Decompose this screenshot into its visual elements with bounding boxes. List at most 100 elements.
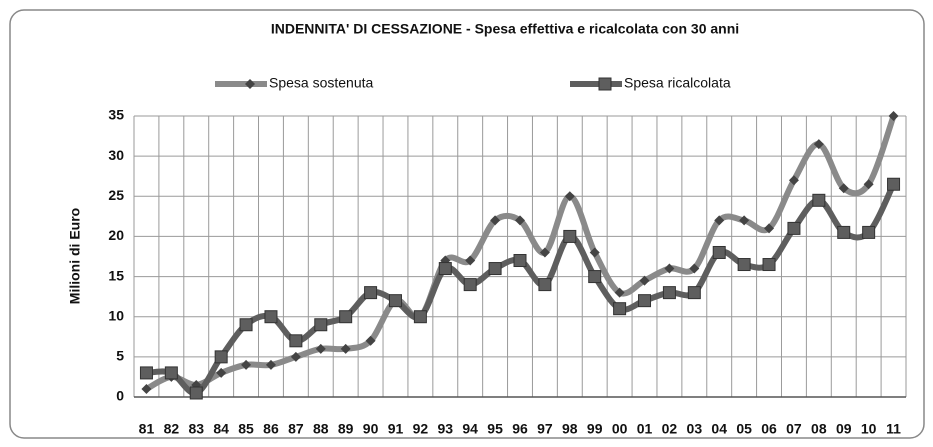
data-point [764, 223, 775, 234]
data-point [164, 366, 178, 380]
x-tick-label: 00 [612, 421, 628, 437]
data-point [564, 191, 575, 202]
data-point [290, 351, 301, 362]
x-tick-label: 04 [711, 421, 727, 437]
x-tick-label: 85 [238, 421, 254, 437]
x-tick-label: 11 [886, 421, 901, 437]
x-tick-label: 91 [388, 421, 404, 437]
y-tick-label: 15 [108, 267, 124, 283]
x-tick-label: 87 [288, 421, 304, 437]
data-point [588, 270, 602, 284]
x-tick-label: 99 [587, 421, 603, 437]
data-point [388, 294, 402, 308]
data-point [664, 263, 675, 274]
data-point [189, 386, 203, 400]
data-point [490, 215, 501, 226]
x-tick-label: 08 [811, 421, 827, 437]
x-tick-label: 93 [438, 421, 454, 437]
x-tick-label: 83 [188, 421, 204, 437]
data-point [364, 286, 378, 300]
data-point [339, 310, 353, 324]
data-point [662, 286, 676, 300]
data-point [888, 111, 899, 121]
data-point [689, 263, 700, 274]
x-tick-label: 06 [761, 421, 777, 437]
legend-marker [245, 79, 255, 89]
data-point [315, 343, 326, 354]
data-point [712, 245, 726, 259]
x-tick-label: 81 [139, 421, 155, 437]
x-tick-label: 97 [537, 421, 553, 437]
data-point [463, 278, 477, 292]
data-point [862, 225, 876, 239]
x-tick-label: 84 [213, 421, 229, 437]
data-point [139, 366, 153, 380]
data-point [812, 193, 826, 207]
data-point [214, 350, 228, 364]
y-tick-label: 20 [108, 227, 124, 243]
x-tick-label: 90 [363, 421, 379, 437]
data-point [239, 318, 253, 332]
data-point [340, 343, 351, 354]
data-point [513, 254, 527, 268]
data-point [737, 258, 751, 272]
data-point [438, 262, 452, 276]
data-point [314, 318, 328, 332]
data-point [216, 367, 227, 378]
data-point [762, 258, 776, 272]
x-tick-label: 96 [512, 421, 528, 437]
data-point [515, 215, 525, 226]
x-tick-label: 03 [687, 421, 703, 437]
data-point [887, 177, 901, 191]
x-tick-label: 95 [487, 421, 503, 437]
data-point [639, 275, 650, 286]
x-tick-label: 92 [413, 421, 429, 437]
x-tick-label: 86 [263, 421, 279, 437]
y-tick-label: 5 [116, 348, 124, 364]
data-point [289, 334, 303, 348]
data-point [863, 179, 874, 190]
x-tick-label: 98 [562, 421, 578, 437]
x-tick-label: 02 [662, 421, 678, 437]
y-tick-label: 10 [108, 307, 124, 323]
data-point [563, 229, 577, 243]
data-point [264, 310, 278, 324]
legend-label: Spesa sostenuta [269, 75, 374, 91]
chart-title: INDENNITA' DI CESSAZIONE - Spesa effetti… [271, 21, 739, 37]
data-point [788, 175, 799, 186]
y-tick-label: 30 [108, 147, 124, 163]
data-point [838, 183, 849, 194]
data-point [638, 294, 652, 308]
data-point [465, 255, 476, 266]
x-tick-label: 09 [836, 421, 852, 437]
data-point [614, 287, 625, 298]
data-point [365, 335, 376, 346]
data-point [488, 262, 502, 276]
x-tick-label: 94 [462, 421, 478, 437]
x-tick-label: 88 [313, 421, 329, 437]
data-point [837, 225, 851, 239]
data-point [787, 221, 801, 235]
data-point [539, 247, 550, 258]
legend-marker [598, 77, 612, 91]
y-tick-label: 35 [108, 107, 124, 123]
x-tick-label: 07 [786, 421, 802, 437]
data-point [714, 215, 725, 226]
data-point [589, 247, 600, 258]
data-point [813, 139, 824, 150]
x-tick-label: 01 [637, 421, 653, 437]
y-tick-label: 25 [108, 187, 124, 203]
data-point [265, 359, 276, 370]
data-point [613, 302, 627, 316]
x-tick-label: 05 [736, 421, 752, 437]
x-tick-label: 82 [164, 421, 180, 437]
data-point [538, 278, 552, 292]
y-axis-label: Milioni di Euro [67, 208, 83, 304]
data-point [241, 359, 252, 370]
x-tick-label: 10 [861, 421, 877, 437]
data-point [687, 286, 701, 300]
data-point [141, 383, 152, 394]
data-point [739, 215, 750, 226]
